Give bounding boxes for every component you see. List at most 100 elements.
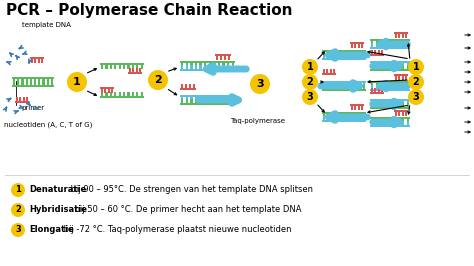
- Bar: [195, 99, 197, 103]
- Bar: [21, 79, 24, 84]
- Bar: [181, 65, 183, 69]
- Bar: [407, 63, 409, 67]
- Bar: [354, 116, 356, 120]
- Bar: [200, 63, 202, 67]
- Bar: [384, 119, 387, 123]
- Text: 2: 2: [154, 75, 162, 85]
- Bar: [380, 63, 382, 67]
- Bar: [398, 63, 400, 67]
- Bar: [218, 99, 220, 103]
- Bar: [370, 124, 410, 127]
- Bar: [38, 59, 40, 63]
- Bar: [17, 79, 19, 84]
- Bar: [128, 65, 130, 69]
- Bar: [393, 41, 396, 45]
- Bar: [351, 44, 353, 48]
- Bar: [361, 106, 363, 110]
- Bar: [380, 101, 382, 105]
- Bar: [232, 65, 234, 69]
- Circle shape: [408, 74, 424, 90]
- Bar: [141, 65, 143, 69]
- Bar: [123, 65, 125, 69]
- Bar: [363, 54, 365, 58]
- Bar: [395, 76, 397, 80]
- Bar: [398, 112, 400, 116]
- Bar: [370, 107, 410, 109]
- Bar: [204, 65, 206, 69]
- Bar: [180, 103, 235, 105]
- Text: bij -72 °C. Taq-polymerase plaatst nieuwe nucleotiden: bij -72 °C. Taq-polymerase plaatst nieuw…: [61, 226, 292, 235]
- Bar: [186, 99, 188, 103]
- Bar: [345, 54, 347, 58]
- Bar: [204, 99, 206, 103]
- Bar: [384, 101, 387, 105]
- Bar: [354, 54, 356, 58]
- Bar: [218, 97, 220, 101]
- Bar: [21, 81, 24, 85]
- Bar: [393, 65, 396, 69]
- Bar: [193, 84, 195, 88]
- Text: 3: 3: [413, 92, 419, 102]
- Bar: [341, 54, 343, 58]
- Bar: [378, 88, 380, 92]
- Bar: [209, 99, 211, 103]
- Bar: [101, 89, 103, 93]
- Bar: [323, 84, 325, 88]
- Bar: [336, 114, 338, 118]
- Bar: [393, 63, 396, 67]
- Bar: [110, 65, 112, 69]
- Circle shape: [302, 59, 318, 75]
- Bar: [354, 52, 356, 56]
- Bar: [384, 103, 387, 107]
- Bar: [180, 61, 235, 63]
- Bar: [100, 63, 144, 65]
- Bar: [393, 84, 396, 88]
- Bar: [375, 120, 378, 124]
- Bar: [111, 89, 113, 93]
- Bar: [398, 76, 400, 80]
- Bar: [375, 65, 378, 69]
- Bar: [106, 65, 108, 69]
- Bar: [328, 52, 330, 56]
- Bar: [358, 54, 361, 58]
- Bar: [216, 56, 218, 60]
- Bar: [328, 84, 330, 88]
- Bar: [181, 97, 183, 101]
- Bar: [345, 114, 347, 118]
- Bar: [375, 63, 378, 67]
- Bar: [100, 95, 144, 98]
- Bar: [191, 99, 192, 103]
- Bar: [336, 52, 338, 56]
- Bar: [393, 101, 396, 105]
- Bar: [46, 79, 49, 84]
- Bar: [349, 52, 352, 56]
- Bar: [402, 103, 404, 107]
- Bar: [402, 34, 404, 38]
- Bar: [327, 69, 328, 73]
- Bar: [345, 85, 347, 89]
- Bar: [332, 54, 334, 58]
- Bar: [204, 63, 206, 67]
- Bar: [384, 85, 387, 89]
- Bar: [332, 84, 334, 88]
- Text: 1: 1: [73, 77, 81, 87]
- Bar: [30, 79, 32, 84]
- Bar: [114, 65, 117, 69]
- Bar: [394, 74, 408, 76]
- Bar: [328, 116, 330, 120]
- Bar: [402, 112, 404, 116]
- Bar: [118, 92, 121, 95]
- Bar: [26, 81, 28, 85]
- Bar: [358, 84, 361, 88]
- Bar: [375, 85, 378, 89]
- Bar: [141, 92, 143, 95]
- Bar: [358, 44, 360, 48]
- Bar: [191, 97, 192, 101]
- Bar: [389, 120, 391, 124]
- Bar: [328, 85, 330, 89]
- Bar: [181, 99, 183, 103]
- Bar: [405, 112, 407, 116]
- Bar: [180, 69, 235, 71]
- Bar: [195, 65, 197, 69]
- Bar: [402, 85, 404, 89]
